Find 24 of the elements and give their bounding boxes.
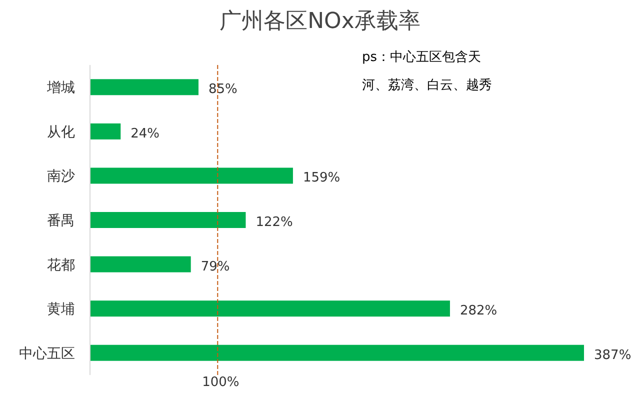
chart-title: 广州各区NOx承载率 (220, 9, 420, 34)
bar (90, 212, 246, 228)
data-label: 24% (130, 126, 160, 142)
bar (90, 168, 293, 184)
y-tick-label: 增城 (46, 80, 75, 96)
bar (90, 123, 121, 140)
data-label: 387% (594, 348, 632, 363)
y-tick-label: 南沙 (47, 168, 75, 185)
data-label: 159% (302, 170, 340, 186)
y-tick-label: 黄埔 (47, 302, 75, 318)
data-label: 85% (208, 82, 238, 98)
y-tick-label: 番禺 (47, 213, 75, 229)
ref-line-label: 100% (202, 375, 240, 390)
bar (90, 256, 191, 272)
bar (90, 79, 198, 96)
y-tick-label: 花都 (47, 257, 75, 274)
data-label: 282% (460, 304, 498, 319)
data-label: 79% (200, 259, 230, 274)
data-label: 122% (256, 215, 293, 230)
annotation: ps：中心五区包含天河、荔湾、白云、越秀 (362, 49, 493, 95)
bar (90, 300, 450, 317)
y-tick-label: 从化 (47, 124, 75, 140)
bar (90, 344, 584, 361)
y-tick-label: 中心五区 (19, 346, 75, 362)
